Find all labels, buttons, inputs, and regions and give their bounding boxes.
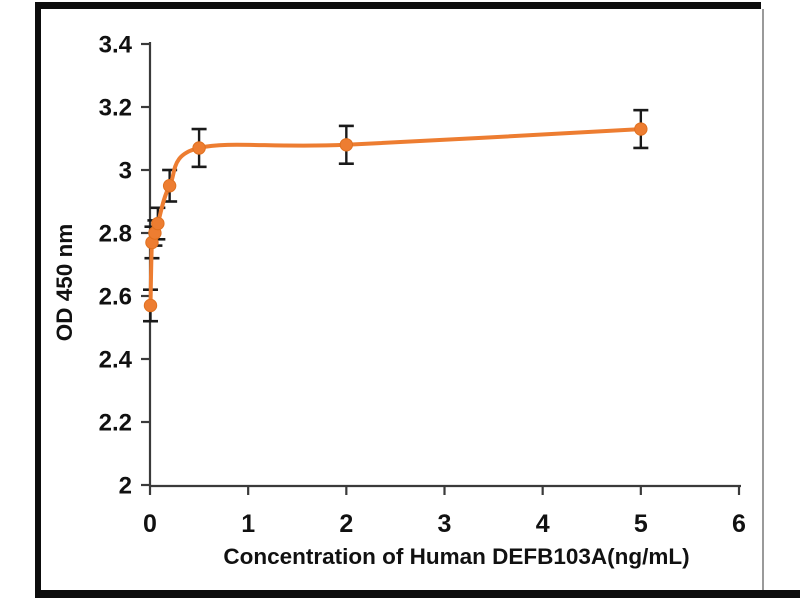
- data-point-marker: [339, 138, 354, 152]
- y-axis-title: OD 450 nm: [52, 224, 77, 342]
- x-tick-label: 4: [536, 510, 550, 538]
- frame-border-right: [762, 9, 764, 590]
- y-tick-label: 2: [119, 473, 132, 500]
- y-tick-label: 2.2: [99, 410, 132, 437]
- x-tick-label: 3: [438, 510, 452, 538]
- data-point-marker: [162, 179, 177, 193]
- frame-border-left: [35, 2, 41, 598]
- x-tick-label: 1: [241, 510, 255, 538]
- y-tick-label: 3.2: [99, 95, 132, 122]
- y-tick-label: 2.4: [99, 347, 133, 374]
- x-tick-label: 6: [732, 510, 746, 538]
- data-point-marker: [192, 141, 206, 155]
- x-tick-label: 0: [143, 510, 157, 538]
- x-axis-title: Concentration of Human DEFB103A(ng/mL): [223, 544, 689, 569]
- y-tick-label: 3: [119, 158, 132, 185]
- y-tick-label: 2.8: [99, 221, 132, 248]
- frame-border-top: [35, 2, 761, 9]
- y-tick-label: 2.6: [99, 284, 132, 311]
- data-point-marker: [151, 216, 165, 231]
- standard-curve-line: [148, 127, 643, 308]
- x-tick-label: 2: [339, 510, 353, 538]
- frame-border-bottom: [35, 590, 800, 598]
- y-tick-label: 3.4: [99, 32, 133, 59]
- data-point-marker: [634, 122, 648, 136]
- data-point-marker: [143, 298, 158, 313]
- x-tick-label: 5: [634, 510, 648, 538]
